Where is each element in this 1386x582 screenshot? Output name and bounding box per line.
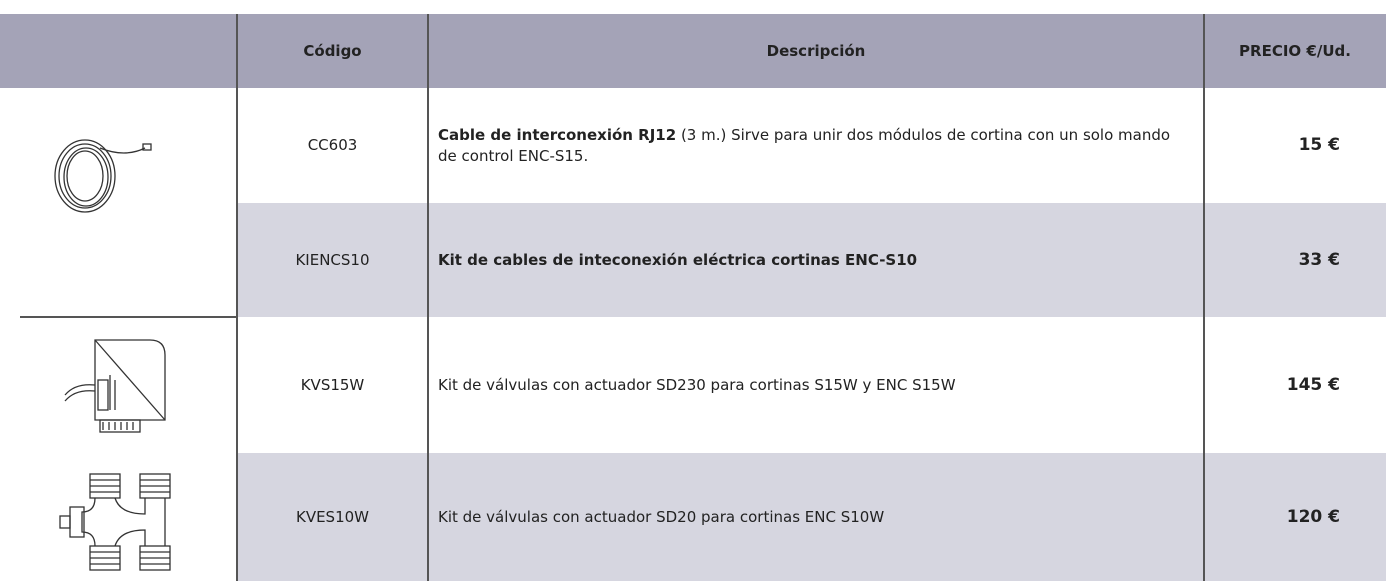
code-cell: KVS15W (300, 375, 365, 394)
cable-icon (54, 139, 152, 213)
description-text: Kit de válvulas con actuador SD230 para … (438, 375, 956, 396)
code-cell: KVES10W (295, 507, 369, 526)
description-plain: Kit de válvulas con actuador SD20 para c… (438, 507, 885, 526)
description-cell: Kit de válvulas con actuador SD20 para c… (428, 453, 1204, 581)
description-bold: Kit de cables de inteconexión eléctrica … (438, 250, 918, 269)
row-divider (20, 316, 237, 318)
price-cell: 145 € (1286, 374, 1340, 395)
header-cell: Código (303, 41, 362, 60)
description-plain: Kit de válvulas con actuador SD230 para … (438, 375, 956, 394)
description-text: Kit de válvulas con actuador SD20 para c… (438, 507, 884, 528)
row-background (237, 453, 1386, 581)
description-cell: Cable de interconexión RJ12 (3 m.) Sirve… (428, 88, 1204, 203)
price-cell: 15 € (1298, 135, 1340, 155)
description-plain: (3 m.) Sirve para unir dos módulos de co… (438, 125, 1175, 165)
column-divider (1203, 14, 1205, 581)
description-text: Cable de interconexión RJ12 (3 m.) Sirve… (438, 125, 1174, 167)
valve-icon (59, 473, 171, 571)
header-cell: Descripción (766, 41, 866, 60)
column-divider (427, 14, 429, 581)
column-divider (236, 14, 238, 581)
code-cell: CC603 (307, 136, 358, 154)
header-cell: PRECIO €/Ud. (1239, 41, 1351, 60)
description-text: Kit de cables de inteconexión eléctrica … (438, 250, 917, 271)
price-cell: 33 € (1298, 249, 1340, 270)
row-background (237, 203, 1386, 317)
description-cell: Kit de cables de inteconexión eléctrica … (428, 203, 1204, 317)
code-cell: KIENCS10 (295, 250, 370, 269)
description-cell: Kit de válvulas con actuador SD230 para … (428, 317, 1204, 453)
actuator-icon (64, 339, 166, 433)
description-bold: Cable de interconexión RJ12 (438, 125, 677, 144)
header-background (0, 14, 1386, 88)
price-cell: 120 € (1286, 506, 1340, 527)
